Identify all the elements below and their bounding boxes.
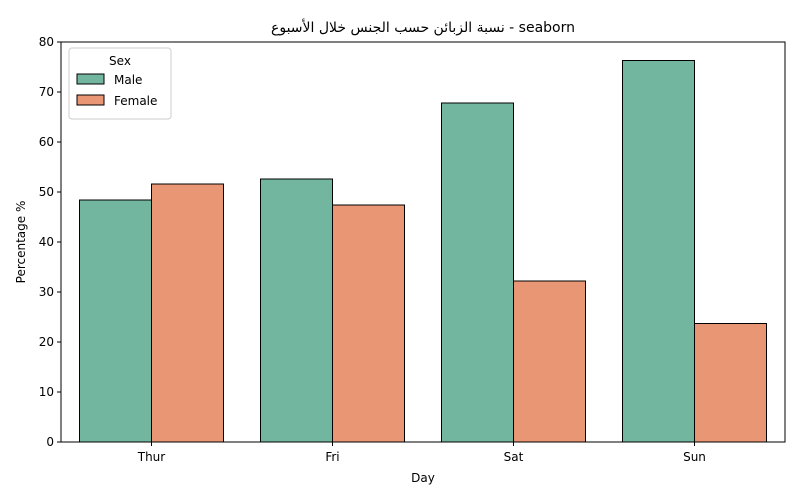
bar-male-fri bbox=[260, 178, 333, 443]
bar-male-thur bbox=[79, 199, 152, 443]
x-tick-label: Sun bbox=[683, 450, 706, 464]
chart-title: نسبة الزبائن حسب الجنس خلال الأسبوع - se… bbox=[271, 18, 575, 36]
legend: Sex Male Female bbox=[68, 47, 172, 120]
x-tick-label: Sat bbox=[504, 450, 524, 464]
x-axis-label: Day bbox=[411, 471, 435, 485]
bar-female-sat bbox=[513, 280, 586, 443]
y-tick-label: 50 bbox=[39, 185, 54, 199]
bar-female-sun bbox=[694, 323, 767, 443]
legend-label-female: Female bbox=[114, 94, 157, 108]
y-tick-label: 0 bbox=[46, 435, 54, 449]
plot-area bbox=[60, 41, 786, 443]
y-tick-label: 40 bbox=[39, 235, 54, 249]
bar-male-sun bbox=[622, 60, 695, 443]
y-axis: 0 10 20 30 40 50 60 70 80 bbox=[39, 35, 61, 449]
legend-title: Sex bbox=[109, 54, 131, 68]
x-axis: Thur Fri Sat Sun bbox=[137, 442, 706, 464]
legend-label-male: Male bbox=[114, 73, 142, 87]
y-tick-label: 30 bbox=[39, 285, 54, 299]
legend-swatch-male bbox=[76, 73, 105, 85]
bar-female-fri bbox=[332, 204, 405, 443]
y-axis-label: Percentage % bbox=[14, 201, 28, 284]
x-tick-label: Thur bbox=[137, 450, 166, 464]
x-tick-label: Fri bbox=[325, 450, 339, 464]
y-tick-label: 80 bbox=[39, 35, 54, 49]
bar-female-thur bbox=[151, 183, 224, 443]
bar-male-sat bbox=[441, 102, 514, 443]
y-tick-label: 70 bbox=[39, 85, 54, 99]
y-tick-label: 20 bbox=[39, 335, 54, 349]
legend-swatch-female bbox=[76, 94, 105, 106]
y-tick-label: 60 bbox=[39, 135, 54, 149]
y-tick-label: 10 bbox=[39, 385, 54, 399]
